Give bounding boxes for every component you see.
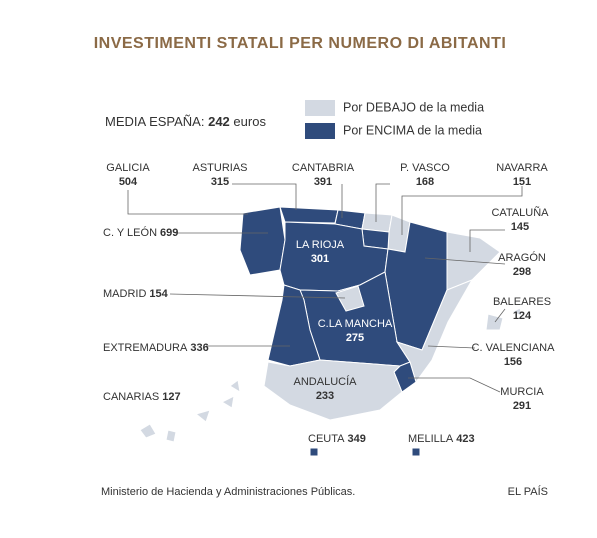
source: Ministerio de Hacienda y Administracione… [101,486,355,498]
map [139,206,523,457]
region-name: CATALUÑA [491,206,549,219]
region-name: MELILLA [408,433,454,445]
region-value: 154 [149,288,168,300]
region [165,429,177,443]
average-unit: euros [233,114,266,129]
region [446,231,501,291]
region [194,409,211,423]
region-value: 423 [456,433,474,445]
region [239,206,286,276]
region [229,379,241,393]
region [395,279,474,384]
region-name: P. VASCO [400,162,450,174]
region-name: MURCIA [500,386,544,398]
region-name: BALEARES [493,296,551,308]
region [279,206,339,224]
region-value: 168 [416,176,434,188]
region-value: 504 [119,176,138,188]
region [485,313,504,331]
region-value: 156 [504,356,522,368]
region-value: 391 [314,176,332,188]
region-value: 699 [160,227,178,239]
region-name: GALICIA [106,162,150,174]
region [263,359,403,421]
region-value: 291 [513,400,531,412]
region-name: C. Y LEÓN [103,226,157,239]
region-value: 298 [513,266,531,278]
region-value: 151 [513,176,531,188]
region-name: NAVARRA [496,162,548,174]
region [220,395,235,409]
region [309,447,319,457]
region-value: 336 [190,342,208,354]
legend-label: Por DEBAJO de la media [343,100,484,114]
legend-swatch [305,100,335,116]
average: MEDIA ESPAÑA: 242 euros [105,114,266,129]
region-labels: GALICIA 504 ASTURIAS 315 CANTABRIA 391 P. VASC… [103,162,555,445]
leader-lines [127,183,523,393]
average-label: MEDIA ESPAÑA: [105,114,204,129]
title: INVESTIMENTI STATALI PER NUMERO DI ABITA… [94,35,507,52]
region-name: ASTURIAS [192,162,247,174]
region-value: 315 [211,176,229,188]
region-name: MADRID [103,288,146,300]
region [510,307,523,317]
region-name: ARAGÓN [498,251,546,264]
region-name: CANARIAS [103,391,159,403]
region-value: 301 [311,253,329,265]
region-value: 124 [513,310,532,322]
region [411,447,421,457]
legend-swatch [305,123,335,139]
region-value: 349 [347,433,365,445]
region [335,285,365,312]
region-value: 233 [316,390,334,402]
credit: EL PAÍS [508,485,548,498]
region-name: C.LA MANCHA [318,318,393,330]
region-name: ANDALUCÍA [294,375,358,388]
region-value: 127 [162,391,180,403]
average-value: 242 [208,114,230,129]
legend-label: Por ENCIMA de la media [343,123,482,137]
region-name: C. VALENCIANA [472,342,556,354]
region [139,423,157,439]
region-name: LA RIOJA [296,239,345,251]
region-value: 275 [346,332,364,344]
region-name: CANTABRIA [292,162,355,174]
region-name: CEUTA [308,433,345,445]
region-value: 145 [511,221,529,233]
region-name: EXTREMADURA [103,342,188,354]
